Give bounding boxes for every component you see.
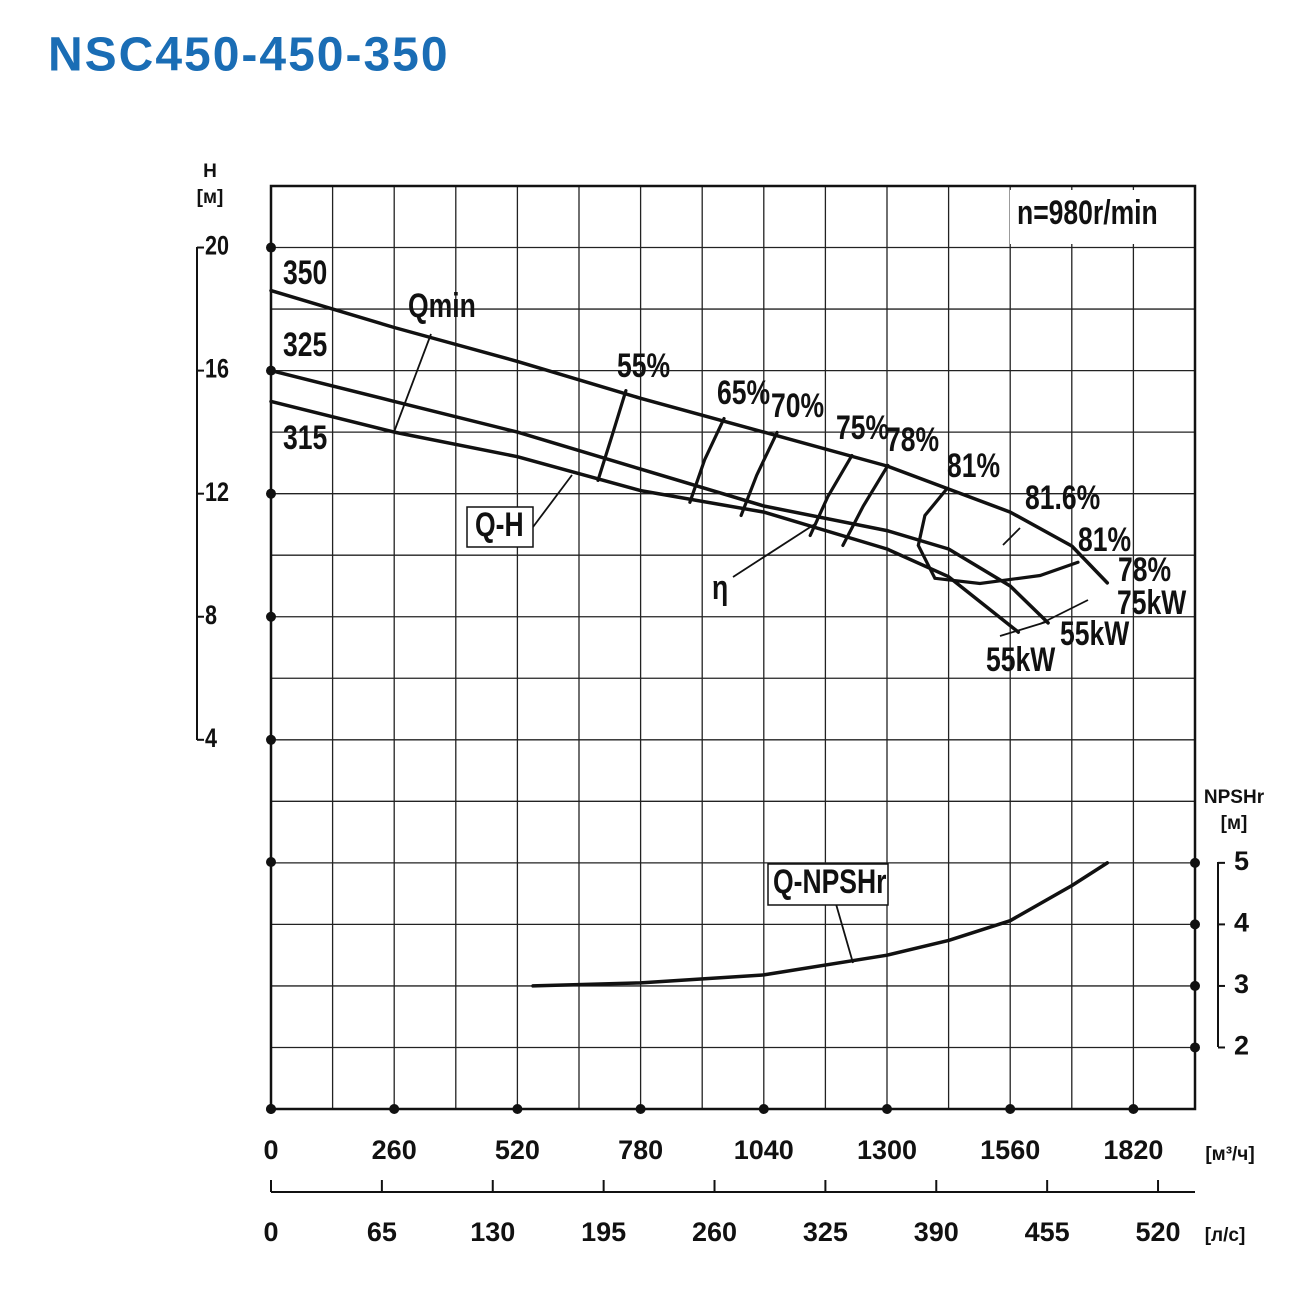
curve-label: 350: [283, 254, 327, 292]
leader-line: [393, 333, 432, 433]
efficiency-label: 81%: [947, 447, 1000, 485]
y-tick-label: 4: [205, 724, 217, 754]
x2-tick-label: 260: [692, 1217, 737, 1247]
x-tick-dot: [1005, 1104, 1016, 1114]
y2-tick-label: 5: [1234, 846, 1249, 876]
efficiency-curve: [841, 463, 890, 547]
y2-tick-dot: [1190, 980, 1200, 991]
leader-line: [532, 474, 573, 528]
curve-label: 315: [283, 419, 327, 457]
x2-tick-label: 195: [581, 1217, 626, 1247]
x2-tick-label: 130: [470, 1217, 515, 1247]
x-tick-dot: [635, 1104, 646, 1114]
leader-line: [732, 523, 816, 578]
x2-tick-label: 390: [914, 1217, 959, 1247]
x-tick-dot: [1128, 1104, 1139, 1114]
annotation: 78%: [1118, 551, 1171, 589]
annotation: η: [712, 569, 728, 607]
power-line: [1039, 599, 1089, 625]
x2-tick-label: 455: [1025, 1217, 1070, 1247]
x-tick-label: 1040: [734, 1135, 794, 1165]
x2-tick-label: 325: [803, 1217, 848, 1247]
power-line: [999, 621, 1047, 637]
y2-tick-label: 2: [1234, 1031, 1249, 1061]
leader-line: [835, 903, 854, 964]
efficiency-curve: [808, 453, 854, 538]
plot-frame: [269, 184, 1197, 1111]
x-tick-label: 1300: [857, 1135, 917, 1165]
efficiency-label: 55%: [617, 347, 670, 385]
x-tick-label: 1560: [980, 1135, 1040, 1165]
y-tick-label: 16: [205, 355, 229, 385]
y2-tick-label: 3: [1234, 969, 1249, 999]
x-tick-dot: [758, 1104, 769, 1114]
annotation: 55kW: [1060, 615, 1129, 653]
curve: [269, 288, 1110, 585]
annotation-bg: [1010, 190, 1191, 244]
y-tick-label: 12: [205, 478, 229, 508]
y-tick-dot: [266, 611, 276, 622]
plot: 4 8 12 16 20 2 3 4 5 0 260 520 780 1040 1300 1560 1820 0 6…: [197, 194, 1249, 1247]
x2-tick-label: 0: [263, 1217, 278, 1247]
curve-label: 325: [283, 326, 327, 364]
x-tick-dot: [512, 1104, 523, 1114]
x2-tick-label: 520: [1136, 1217, 1181, 1247]
x-tick-label: 0: [263, 1135, 278, 1165]
x-tick-label: 260: [372, 1135, 417, 1165]
y2-tick-dot: [1190, 919, 1200, 930]
y-tick-label: 20: [205, 231, 229, 261]
curve-label: Q-NPSHr: [773, 863, 887, 901]
y2-tick-dot: [1190, 1042, 1200, 1053]
y-tick-label: 8: [205, 601, 217, 631]
y-tick-dot: [266, 242, 276, 253]
label-box: [466, 506, 534, 548]
x-tick-label: 520: [495, 1135, 540, 1165]
axis-dot: [266, 857, 276, 867]
efficiency-label: 65%: [717, 374, 770, 412]
annotation: 81%: [1078, 521, 1131, 559]
x2-tick-label: 65: [367, 1217, 397, 1247]
y2-axis-label: NPSHr: [1204, 787, 1265, 808]
x-tick-dot: [266, 1104, 276, 1114]
efficiency-curve: [916, 486, 1080, 586]
curve: [269, 399, 1021, 634]
annotation: Q-H: [475, 506, 524, 544]
curve: [531, 861, 1110, 988]
y-tick-dot: [266, 734, 276, 745]
y2-axis-unit: [м]: [1221, 813, 1248, 834]
annotation: 55kW: [986, 641, 1055, 679]
efficiency-curve: [596, 389, 628, 482]
efficiency-label: 78%: [886, 421, 939, 459]
y-axis-label: H: [203, 161, 217, 182]
annotation: 81.6%: [1025, 479, 1100, 517]
x-tick-label: 780: [618, 1135, 663, 1165]
x-axis-unit: [м³/ч]: [1205, 1144, 1254, 1165]
curve: [269, 368, 1050, 625]
x-tick-label: 1820: [1103, 1135, 1163, 1165]
annotation: Qmin: [408, 287, 476, 325]
annotation: n=980r/min: [1017, 194, 1158, 232]
x-tick-dot: [882, 1104, 892, 1114]
efficiency-label: 70%: [771, 387, 824, 425]
x2-axis-unit: [л/с]: [1205, 1225, 1246, 1246]
annotation: 75kW: [1117, 584, 1186, 622]
chart-title: NSC450-450-350: [48, 29, 450, 82]
leader-line: [1002, 527, 1021, 546]
label-box: [767, 863, 889, 906]
y2-tick-dot: [1190, 857, 1200, 868]
y-tick-dot: [266, 488, 276, 499]
x-tick-dot: [389, 1104, 400, 1114]
y-axis-unit: [м]: [197, 187, 224, 208]
efficiency-label: 75%: [836, 409, 889, 447]
y2-tick-label: 4: [1234, 908, 1249, 938]
efficiency-curve: [739, 430, 779, 518]
efficiency-curve: [688, 417, 726, 504]
